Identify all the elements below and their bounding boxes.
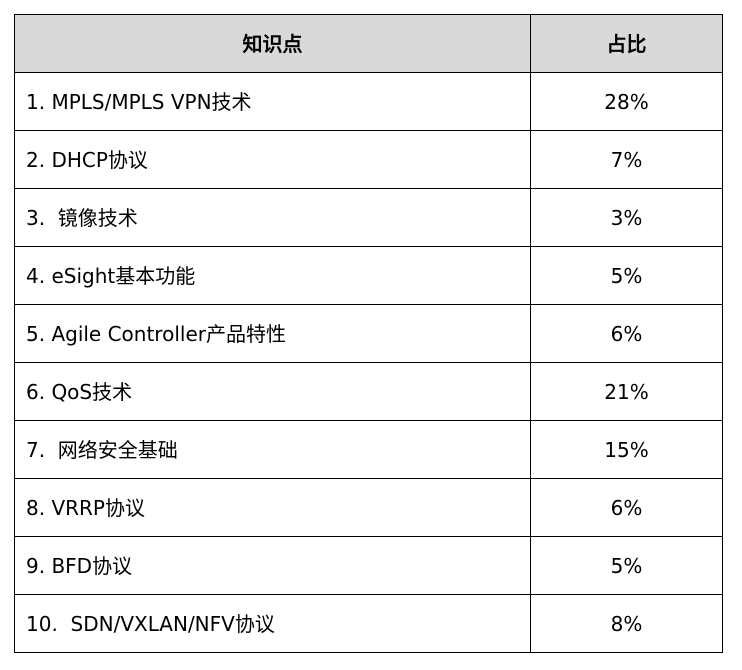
table-row: 4. eSight基本功能 5% — [14, 246, 723, 305]
ratio-cell: 5% — [530, 246, 723, 305]
table-row: 7. 网络安全基础 15% — [14, 420, 723, 479]
topic-cell: 6. QoS技术 — [14, 362, 531, 421]
table-header-row: 知识点 占比 — [14, 14, 723, 73]
table-row: 6. QoS技术 21% — [14, 362, 723, 421]
table-row: 5. Agile Controller产品特性 6% — [14, 304, 723, 363]
ratio-cell: 7% — [530, 130, 723, 189]
ratio-cell: 6% — [530, 304, 723, 363]
ratio-cell: 21% — [530, 362, 723, 421]
document-page: 知识点 占比 1. MPLS/MPLS VPN技术 28% 2. DHCP协议 … — [14, 14, 723, 653]
topic-cell: 3. 镜像技术 — [14, 188, 531, 247]
topic-cell: 1. MPLS/MPLS VPN技术 — [14, 72, 531, 131]
table-row: 1. MPLS/MPLS VPN技术 28% — [14, 72, 723, 131]
ratio-cell: 28% — [530, 72, 723, 131]
ratio-cell: 8% — [530, 594, 723, 653]
topic-cell: 9. BFD协议 — [14, 536, 531, 595]
topic-cell: 8. VRRP协议 — [14, 478, 531, 537]
ratio-cell: 5% — [530, 536, 723, 595]
table-body: 1. MPLS/MPLS VPN技术 28% 2. DHCP协议 7% 3. 镜… — [14, 72, 723, 653]
ratio-cell: 15% — [530, 420, 723, 479]
topic-cell: 4. eSight基本功能 — [14, 246, 531, 305]
table-row: 10. SDN/VXLAN/NFV协议 8% — [14, 594, 723, 653]
table-header: 知识点 占比 — [14, 14, 723, 73]
table-row: 8. VRRP协议 6% — [14, 478, 723, 537]
table-row: 9. BFD协议 5% — [14, 536, 723, 595]
ratio-cell: 6% — [530, 478, 723, 537]
table-row: 3. 镜像技术 3% — [14, 188, 723, 247]
knowledge-point-table: 知识点 占比 1. MPLS/MPLS VPN技术 28% 2. DHCP协议 … — [14, 14, 723, 653]
topic-cell: 10. SDN/VXLAN/NFV协议 — [14, 594, 531, 653]
header-topic: 知识点 — [14, 14, 531, 73]
ratio-cell: 3% — [530, 188, 723, 247]
topic-cell: 7. 网络安全基础 — [14, 420, 531, 479]
header-ratio: 占比 — [530, 14, 723, 73]
topic-cell: 2. DHCP协议 — [14, 130, 531, 189]
topic-cell: 5. Agile Controller产品特性 — [14, 304, 531, 363]
table-row: 2. DHCP协议 7% — [14, 130, 723, 189]
